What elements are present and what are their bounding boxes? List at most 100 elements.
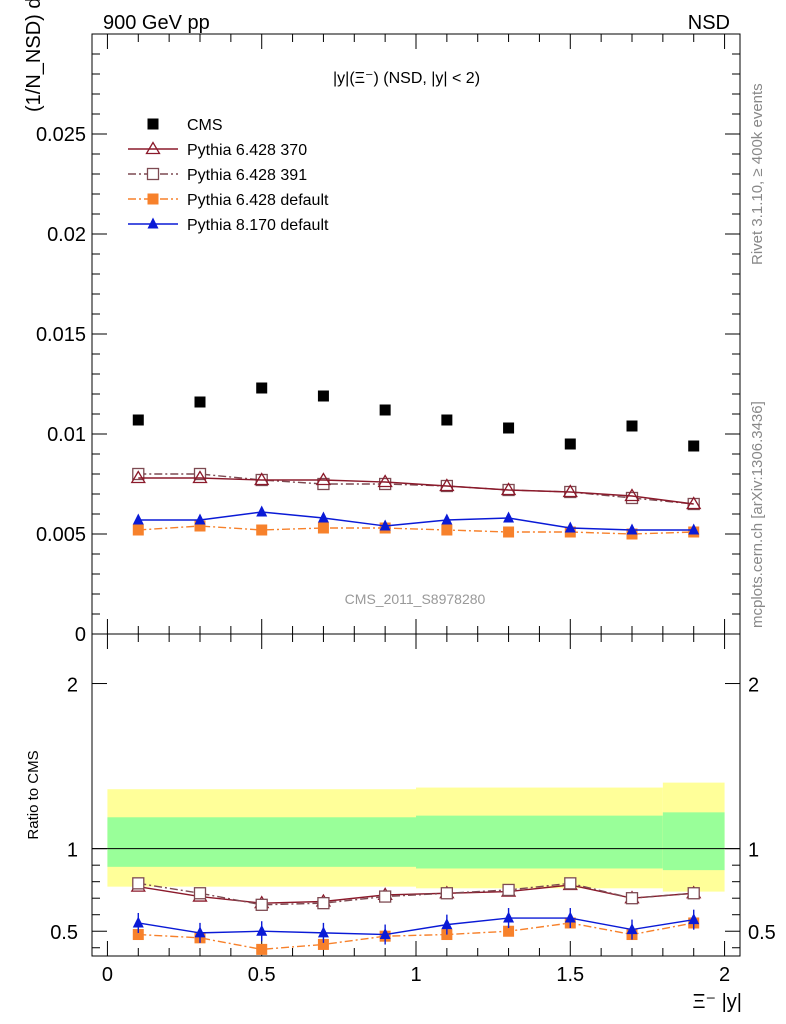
data-point-4: [564, 521, 576, 533]
data-point-4: [317, 511, 329, 523]
data-point-1: [686, 496, 702, 510]
cms-data-point: [256, 382, 268, 394]
data-point-4: [626, 523, 638, 535]
data-point-3: [317, 522, 329, 534]
data-point-2: [193, 467, 207, 481]
ratio-line-3: [138, 917, 694, 936]
ratio-point-1: [378, 890, 392, 903]
series-line-2: [138, 473, 694, 505]
cms-data-point: [132, 414, 144, 426]
legend-marker: [145, 141, 161, 155]
y-axis-label-ratio: Ratio to CMS: [25, 750, 42, 839]
cms-data-point: [441, 414, 453, 426]
ratio-axis-ticks: 0.5 0.5 1 1 2 2 0 0.5 1 1.5 2: [50, 634, 776, 986]
ratio-point-2: [317, 938, 329, 950]
data-point-3: [503, 526, 515, 538]
data-point-3: [441, 524, 453, 536]
legend: CMS Pythia 6.428 370 Pythia 6.428 391 Pythi…: [128, 117, 329, 234]
legend-label: Pythia 6.428 default: [187, 192, 329, 209]
x-axis-label: Ξ⁻ |y|: [692, 991, 742, 1013]
data-point-1: [439, 478, 455, 492]
x-tick-label: 1.5: [556, 964, 584, 986]
legend-marker: [147, 118, 159, 130]
x-tick-label: 1: [410, 964, 421, 986]
data-point-3: [194, 520, 206, 532]
main-axis-ticks: 0 0.005 0.01 0.015 0.02 0.025: [36, 34, 740, 646]
legend-marker: [147, 217, 159, 229]
series-line-4: [138, 511, 694, 531]
data-point-4: [379, 519, 391, 531]
cms-uncertainty-band-stat: [662, 812, 725, 871]
ratio-series-layer: [130, 877, 702, 955]
y-tick-label-ratio-right: 0.5: [748, 922, 776, 944]
series-line-3: [138, 525, 694, 535]
ratio-point-3: [441, 918, 453, 930]
data-point-1: [254, 472, 270, 486]
ratio-line-1: [138, 882, 694, 906]
ratio-line-2: [138, 922, 694, 951]
data-point-1: [192, 470, 208, 484]
ratio-point-3: [194, 926, 206, 938]
y-tick-label-main: 0.015: [36, 324, 86, 346]
y-tick-label-ratio: 2: [67, 675, 78, 697]
legend-label: Pythia 8.170 default: [187, 217, 329, 234]
legend-marker: [147, 193, 159, 205]
ratio-point-3: [379, 928, 391, 940]
legend-label: Pythia 6.428 370: [187, 142, 307, 159]
energy-label: 900 GeV pp: [103, 12, 210, 34]
x-tick-label: 2: [719, 964, 730, 986]
ratio-plot-area: 0.5 0.5 1 1 2 2 0 0.5 1 1.5 2: [50, 633, 776, 986]
ratio-point-2: [503, 925, 515, 937]
data-point-4: [256, 505, 268, 517]
data-point-3: [256, 524, 268, 536]
y-tick-label-ratio: 0.5: [50, 922, 78, 944]
data-point-4: [441, 513, 453, 525]
ratio-point-1: [132, 877, 145, 890]
data-point-4: [194, 513, 206, 525]
cms-data-point: [503, 422, 515, 434]
ratio-point-1: [564, 877, 577, 890]
data-point-4: [688, 523, 700, 535]
ratio-point-1: [317, 897, 330, 910]
series-line-1: [138, 477, 694, 505]
ratio-point-1: [502, 883, 515, 897]
x-tick-label: 0: [102, 964, 113, 986]
ratio-point-3: [503, 911, 515, 923]
ratio-point-1: [625, 892, 639, 905]
y-tick-label-main: 0.02: [47, 224, 86, 246]
data-point-1: [562, 484, 578, 498]
x-tick-label: 0.5: [248, 964, 276, 986]
ratio-point-3: [132, 916, 144, 928]
y-tick-label-ratio-right: 2: [748, 675, 759, 697]
data-point-2: [625, 491, 639, 505]
y-tick-label-main: 0: [75, 624, 86, 646]
ratio-point-2: [256, 943, 268, 955]
cms-uncertainty-band-stat: [107, 817, 416, 867]
analysis-watermark: CMS_2011_S8978280: [345, 591, 486, 607]
y-axis-label-main: (1/N_NSD) dN/dy: [23, 0, 45, 112]
cms-data-point: [626, 420, 638, 432]
process-label: NSD: [688, 12, 730, 34]
y-tick-label-main: 0.01: [47, 424, 86, 446]
data-point-2: [132, 467, 145, 481]
legend-marker: [146, 167, 160, 181]
rivet-label: Rivet 3.1.10, ≥ 400k events: [749, 83, 766, 265]
y-axis-label-main-text: (1/N_NSD) dN/dy: [23, 0, 45, 112]
ratio-line-0: [138, 884, 694, 904]
cms-data-point: [688, 440, 700, 452]
data-point-4: [503, 511, 515, 523]
ratio-point-3: [688, 913, 700, 925]
cms-data-point: [317, 390, 329, 402]
data-point-1: [130, 470, 146, 484]
data-point-4: [132, 513, 144, 525]
ratio-point-1: [193, 887, 207, 900]
data-point-3: [132, 524, 144, 536]
legend-label: Pythia 6.428 391: [187, 167, 307, 184]
mcplots-label: mcplots.cern.ch [arXiv:1306.3436]: [749, 401, 766, 628]
ratio-point-1: [687, 887, 700, 900]
plot-title: |y|(Ξ⁻) (NSD, |y| < 2): [333, 70, 480, 87]
ratio-point-3: [626, 923, 638, 935]
ratio-point-1: [440, 887, 454, 900]
cms-data-point: [564, 438, 576, 450]
